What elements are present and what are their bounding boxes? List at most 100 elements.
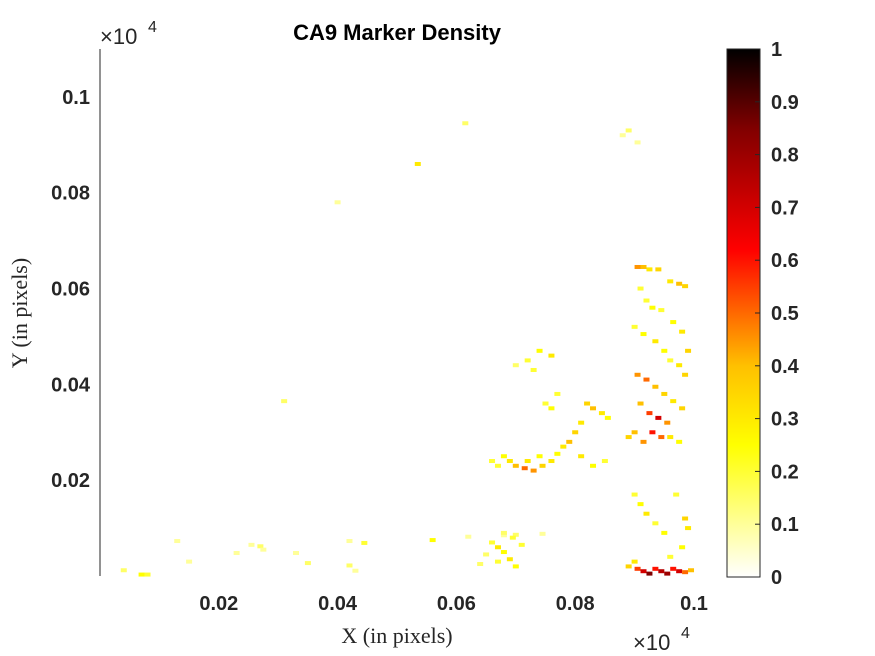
density-cell — [489, 459, 496, 464]
density-cell — [477, 562, 484, 567]
density-cell — [688, 568, 695, 573]
density-cell — [658, 569, 665, 574]
colorbar-tick-label: 0.9 — [771, 92, 799, 114]
density-cell — [500, 550, 507, 555]
density-cell — [524, 358, 531, 363]
colorbar-tick-label: 0.8 — [771, 145, 799, 167]
density-cell — [548, 353, 555, 358]
density-cell — [494, 463, 501, 468]
density-cell — [643, 298, 650, 303]
density-cell — [554, 451, 561, 456]
density-cell — [655, 267, 662, 272]
density-cell — [646, 571, 653, 576]
density-cell — [260, 547, 267, 552]
plot-area — [100, 49, 694, 576]
density-cell — [281, 399, 288, 404]
density-cell — [506, 459, 513, 464]
x-tick-label: 0.02 — [199, 593, 238, 615]
density-cell — [682, 372, 689, 377]
density-cell — [500, 530, 507, 535]
density-cell — [640, 439, 647, 444]
density-cell — [652, 566, 659, 571]
density-cell — [634, 372, 641, 377]
y-axis-label: Y (in pixels) — [7, 258, 32, 368]
density-cell — [334, 200, 341, 205]
density-cell — [494, 559, 501, 564]
density-cell — [682, 570, 689, 575]
x-exponent-base: ×10 — [633, 630, 670, 655]
density-cell — [634, 264, 641, 269]
density-cell — [664, 420, 671, 425]
density-cell — [506, 557, 513, 562]
y-tick-label: 0.08 — [51, 183, 90, 205]
y-exponent-base: ×10 — [100, 24, 137, 49]
density-cell — [658, 308, 665, 313]
density-cell — [652, 339, 659, 344]
heatmap-layer — [120, 121, 695, 577]
y-tick-label: 0.06 — [51, 279, 90, 301]
colorbar-tick-label: 0.3 — [771, 409, 799, 431]
colorbar-tick-label: 0 — [771, 567, 782, 589]
density-cell — [667, 435, 674, 440]
density-cell — [233, 551, 240, 556]
density-cell — [590, 406, 597, 411]
density-cell — [598, 411, 605, 416]
density-cell — [640, 332, 647, 337]
density-cell — [676, 569, 683, 574]
density-cell — [670, 320, 677, 325]
density-cell — [536, 348, 543, 353]
density-cell — [144, 572, 151, 577]
density-cell — [539, 463, 546, 468]
x-exponent-power: 4 — [681, 625, 690, 642]
density-cell — [512, 363, 519, 368]
density-cell — [186, 559, 193, 564]
density-cell — [248, 542, 255, 547]
x-tick-label: 0.06 — [437, 593, 476, 615]
colorbar-tick-label: 0.4 — [771, 356, 800, 378]
density-cell — [174, 539, 181, 544]
colorbar-tick-label: 0.6 — [771, 250, 799, 272]
density-cell — [138, 572, 145, 577]
density-cell — [676, 363, 683, 368]
density-cell — [304, 561, 311, 566]
density-cell — [590, 463, 597, 468]
colorbar-tick-label: 0.2 — [771, 461, 799, 483]
density-cell — [664, 571, 671, 576]
density-cell — [682, 284, 689, 289]
y-axis-ticks: 0.02 0.04 0.06 0.08 0.1 — [51, 87, 91, 492]
colorbar-tick-label: 0.5 — [771, 303, 799, 325]
x-tick-label: 0.1 — [680, 593, 708, 615]
density-cell — [346, 563, 353, 568]
density-cell — [489, 540, 496, 545]
density-cell — [539, 531, 546, 536]
colorbar-tick-label: 0.1 — [771, 514, 799, 536]
density-cell — [572, 430, 579, 435]
density-cell — [465, 534, 472, 539]
x-axis-ticks: 0.02 0.04 0.06 0.08 0.1 — [199, 593, 708, 615]
density-cell — [637, 286, 644, 291]
density-cell — [667, 279, 674, 284]
density-cell — [685, 526, 692, 531]
density-cell — [679, 329, 686, 334]
density-cell — [634, 566, 641, 571]
x-tick-label: 0.04 — [318, 593, 358, 615]
density-cell — [676, 281, 683, 286]
density-cell — [512, 532, 519, 537]
density-cell — [643, 377, 650, 382]
density-cell — [661, 348, 668, 353]
density-cell — [462, 121, 469, 126]
density-cell — [643, 511, 650, 516]
density-cell — [604, 415, 611, 420]
density-cell — [542, 401, 549, 406]
density-cell — [429, 538, 436, 543]
density-cell — [661, 391, 668, 396]
density-cell — [361, 540, 368, 545]
density-cell — [655, 415, 662, 420]
density-cell — [346, 539, 353, 544]
density-cell — [679, 406, 686, 411]
density-cell — [682, 516, 689, 521]
density-cell — [512, 564, 519, 569]
density-cell — [120, 568, 127, 573]
density-cell — [578, 420, 585, 425]
density-cell — [500, 533, 507, 538]
